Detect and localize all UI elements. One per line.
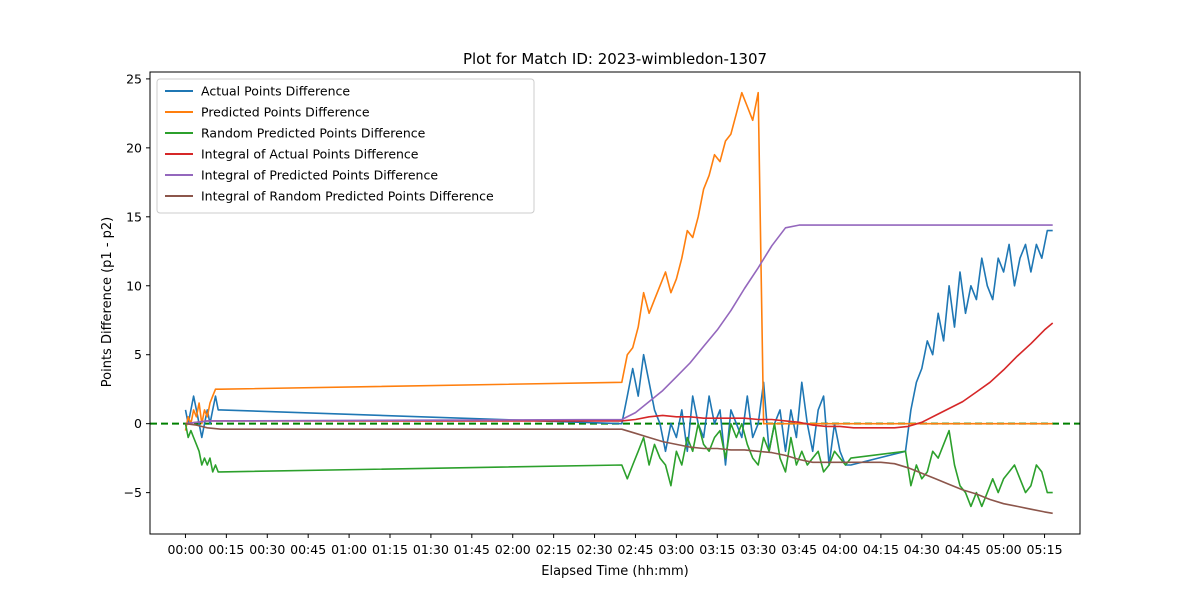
y-tick-label: 0	[134, 416, 142, 431]
legend-entry: Integral of Predicted Points Difference	[201, 168, 438, 183]
legend-entry: Integral of Actual Points Difference	[201, 147, 419, 162]
x-tick-label: 00:45	[290, 542, 326, 557]
x-tick-label: 04:15	[863, 542, 899, 557]
x-tick-label: 01:30	[413, 542, 449, 557]
x-axis-label: Elapsed Time (hh:mm)	[541, 564, 688, 579]
legend-entry: Integral of Random Predicted Points Diff…	[201, 189, 494, 204]
series-line-5	[185, 224, 1053, 425]
x-tick-label: 00:30	[249, 542, 285, 557]
x-tick-label: 02:15	[536, 542, 572, 557]
x-tick-label: 02:30	[577, 542, 613, 557]
x-tick-label: 02:45	[617, 542, 653, 557]
legend: Actual Points Difference Predicted Points…	[156, 78, 535, 214]
x-tick-label: 02:00	[495, 542, 531, 557]
legend-entry: Random Predicted Points Difference	[201, 126, 426, 141]
x-tick-label: 01:45	[454, 542, 490, 557]
x-tick-label: 04:30	[904, 542, 940, 557]
axes-frame	[149, 71, 1081, 535]
y-tick-label: 5	[134, 347, 142, 362]
legend-entry: Predicted Points Difference	[201, 105, 370, 120]
legend-entry: Actual Points Difference	[201, 84, 350, 99]
x-tick-label: 03:30	[740, 542, 776, 557]
y-tick-label: 20	[126, 140, 142, 155]
x-tick-label: 03:00	[658, 542, 694, 557]
y-tick-label: 10	[126, 278, 142, 293]
plot-area: 00:00 00:15 00:30 00:45 01:00 01:15 01:30 01:45…	[124, 71, 1081, 557]
x-tick-label: 04:00	[822, 542, 858, 557]
series-line-3	[184, 422, 1053, 508]
y-tick-label: −5	[124, 485, 142, 500]
x-tick-label: 05:00	[986, 542, 1022, 557]
x-tick-label: 01:00	[331, 542, 367, 557]
series-line-4	[185, 322, 1054, 429]
x-tick-label: 00:00	[167, 542, 203, 557]
chart-title: Plot for Match ID: 2023-wimbledon-1307	[463, 50, 767, 68]
x-tick-label: 00:15	[208, 542, 244, 557]
series-line-6	[185, 422, 1053, 515]
y-axis-label: Points Difference (p1 - p2)	[100, 217, 115, 387]
y-tick-label: 25	[126, 71, 142, 86]
y-tick-label: 15	[126, 209, 142, 224]
x-tick-label: 01:15	[372, 542, 408, 557]
x-tick-label: 04:45	[945, 542, 981, 557]
x-tick-label: 05:15	[1027, 542, 1063, 557]
legend-box	[156, 78, 535, 214]
x-tick-label: 03:45	[781, 542, 817, 557]
x-tick-label: 03:15	[699, 542, 735, 557]
